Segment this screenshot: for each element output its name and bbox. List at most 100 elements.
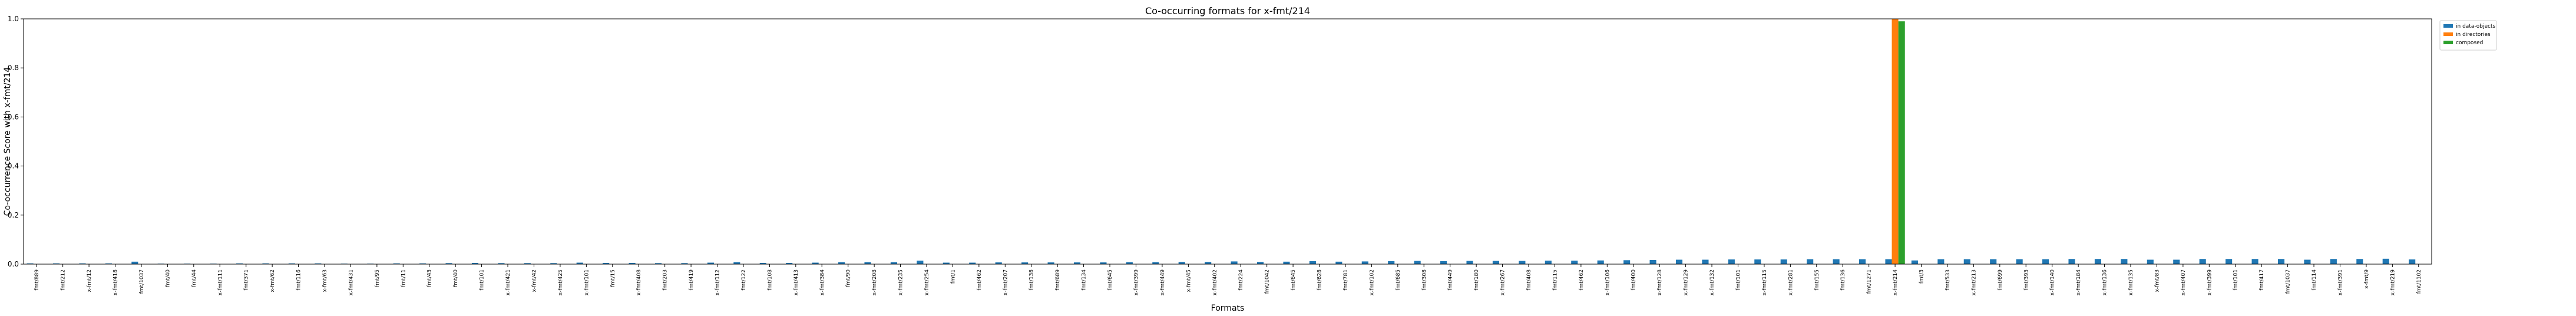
x-tick-label: fmt/889	[34, 269, 40, 291]
bar-in-data-objects	[1519, 261, 1526, 264]
x-tick-label: x-fmt/384	[819, 269, 825, 296]
bar-in-data-objects	[654, 263, 662, 264]
x-tick-label: fmt/101	[1735, 269, 1741, 291]
bar-in-data-objects	[2121, 259, 2128, 264]
bar-in-data-objects	[2356, 259, 2363, 264]
bar-in-data-objects	[1047, 262, 1054, 264]
bar-in-data-objects	[1754, 259, 1761, 264]
bar-in-data-objects	[812, 262, 819, 264]
bar-composed	[1898, 21, 1905, 264]
bar-in-data-objects	[1780, 259, 1787, 264]
x-tick-label: x-fmt/42	[531, 269, 537, 292]
x-tick-label: x-fmt/62	[270, 269, 276, 292]
bar-in-data-objects	[1152, 262, 1159, 264]
x-tick-label: x-fmt/135	[2128, 269, 2134, 295]
x-tick-label: x-fmt/431	[348, 269, 354, 295]
x-tick-label: fmt/43	[427, 269, 433, 287]
x-tick-label: fmt/371	[244, 269, 250, 291]
bar-in-data-objects	[707, 262, 714, 264]
x-tick-label: x-fmt/102	[1369, 269, 1375, 295]
x-tick-label: x-fmt/106	[1605, 269, 1611, 296]
x-tick-label: x-fmt/136	[2102, 269, 2108, 296]
x-tick-label: fmt/462	[1579, 269, 1585, 291]
chart-title: Co-occurring formats for x-fmt/214	[1145, 5, 1310, 17]
bar-in-data-objects	[1126, 262, 1133, 264]
bar-in-data-objects	[1335, 261, 1342, 264]
bar-in-data-objects	[890, 262, 898, 264]
bar-in-data-objects	[471, 262, 479, 264]
bar-in-data-objects	[864, 262, 871, 264]
x-tick-label: fmt/1042	[1265, 269, 1271, 294]
bar-in-data-objects	[2277, 259, 2285, 264]
bar-in-data-objects	[1545, 261, 1552, 264]
x-tick-label: fmt/781	[1343, 269, 1349, 291]
bar-in-data-objects	[2304, 259, 2311, 264]
x-tick-label: fmt/417	[2259, 269, 2265, 291]
x-tick-label: fmt/90	[846, 269, 852, 287]
bar-in-data-objects	[1623, 260, 1631, 264]
bar-in-data-objects	[1361, 261, 1368, 264]
x-tick-label: fmt/40	[165, 269, 171, 287]
bar-in-data-objects	[629, 262, 636, 264]
legend-swatch	[2443, 24, 2453, 28]
x-tick-label: x-fmt/140	[2050, 269, 2056, 296]
x-tick-label: fmt/1271	[1867, 269, 1873, 294]
bar-in-data-objects	[943, 262, 950, 264]
bar-in-data-objects	[1309, 261, 1316, 264]
x-tick-label: fmt/400	[1631, 269, 1637, 291]
x-tick-label: x-fmt/129	[1684, 269, 1689, 296]
bar-in-data-objects	[1911, 260, 1918, 264]
x-tick-label: x-fmt/267	[1500, 269, 1506, 295]
x-tick-label: fmt/449	[1448, 269, 1454, 291]
bar-in-data-objects	[681, 263, 688, 264]
x-tick-label: fmt/134	[1082, 269, 1087, 291]
x-tick-label: fmt/95	[375, 269, 381, 287]
x-tick-label: fmt/44	[191, 269, 197, 287]
x-tick-label: fmt/40	[453, 269, 459, 287]
x-tick-label: fmt/689	[1055, 269, 1061, 291]
bar-in-data-objects	[969, 262, 976, 264]
bar-in-data-objects	[603, 262, 610, 264]
x-tick-label: x-fmt/235	[898, 269, 904, 295]
x-tick-label: fmt/533	[1945, 269, 1951, 291]
legend-label: in directories	[2456, 32, 2491, 38]
x-tick-label: x-fmt/408	[636, 269, 642, 296]
x-tick-label: fmt/645	[1291, 269, 1297, 291]
bar-in-data-objects	[995, 262, 1002, 264]
bar-in-data-objects	[1859, 259, 1866, 264]
x-tick-label: fmt/155	[1814, 269, 1820, 291]
bar-in-data-objects	[1885, 259, 1892, 264]
bar-in-data-objects	[1702, 259, 1709, 264]
bar-in-data-objects	[2147, 259, 2154, 264]
bar-in-data-objects	[1256, 262, 1264, 264]
bar-in-data-objects	[2068, 259, 2075, 264]
bar-in-data-objects	[1388, 261, 1395, 264]
bar-in-data-objects	[1073, 262, 1081, 264]
x-tick-label: x-fmt/12	[87, 269, 92, 292]
bar-in-data-objects	[1231, 261, 1238, 264]
x-axis: fmt/889 fmt/212 x-fmt/12 x-fmt/418 fmt/1037 f…	[34, 264, 2422, 295]
bar-in-data-objects	[1283, 261, 1290, 264]
y-tick-label: 0.0	[8, 260, 19, 268]
y-tick-label: 1.0	[8, 15, 19, 23]
x-tick-label: fmt/685	[1396, 269, 1401, 291]
x-tick-label: fmt/1037	[2286, 269, 2291, 294]
x-tick-label: x-fmt/207	[1003, 269, 1008, 295]
x-tick-label: fmt/122	[741, 269, 747, 291]
plot-frame	[23, 18, 2432, 265]
x-tick-label: fmt/115	[1552, 269, 1558, 291]
bar-in-data-objects	[786, 262, 793, 264]
x-tick-label: x-fmt/208	[872, 269, 878, 296]
x-tick-label: x-fmt/101	[584, 269, 590, 295]
bar-in-data-objects	[1178, 262, 1185, 264]
legend-label: composed	[2456, 40, 2483, 46]
x-tick-label: fmt/212	[61, 269, 67, 291]
bar-in-data-objects	[1833, 259, 1840, 264]
bar-in-data-objects	[1728, 259, 1735, 264]
x-tick-label: x-fmt/219	[2390, 269, 2396, 296]
legend-swatch	[2443, 32, 2453, 36]
x-tick-label: fmt/308	[1421, 269, 1427, 291]
bar-in-data-objects	[576, 262, 583, 264]
x-tick-label: fmt/11	[401, 269, 406, 287]
x-tick-label: fmt/15	[610, 269, 616, 287]
